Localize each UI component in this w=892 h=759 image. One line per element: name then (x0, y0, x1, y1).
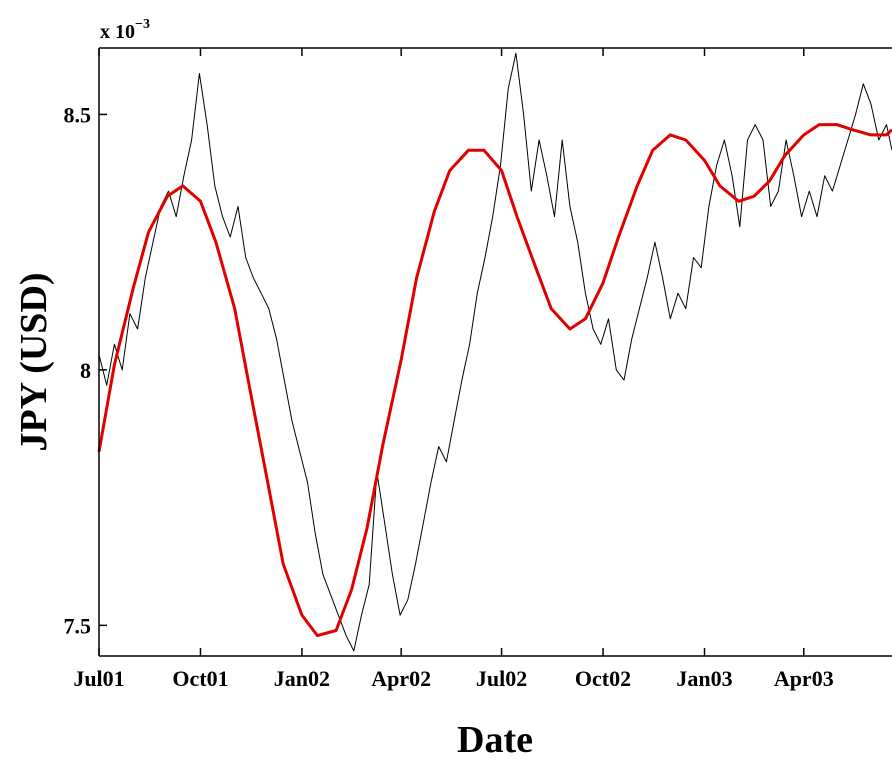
y-tick-label: 8 (80, 358, 91, 383)
x-tick-label: Apr03 (774, 666, 834, 691)
y-exponent-power: −3 (135, 17, 150, 32)
plot-area (99, 48, 892, 656)
x-tick-label: Oct01 (172, 666, 228, 691)
series-layer (97, 52, 892, 652)
y-exponent-base: x 10 (100, 21, 135, 43)
axes-layer (98, 47, 892, 657)
y-tick-label: 7.5 (64, 613, 92, 638)
x-tick-label: Jul01 (73, 666, 124, 691)
x-tick-label: Jul02 (476, 666, 527, 691)
fit-curve-line (97, 123, 892, 638)
x-tick-layer: Jul01 Oct01 Jan02 Apr02 Jul02 Oct02 Jan03 Apr03 (73, 48, 834, 691)
y-tick-layer: 7.5 8 8.5 (64, 102, 107, 638)
x-tick-label: Oct02 (575, 666, 631, 691)
y-axis-label: JPY (USD) (13, 272, 55, 451)
price-series-line (98, 52, 892, 652)
x-tick-label: Jan02 (274, 666, 330, 691)
x-tick-label: Jan03 (676, 666, 732, 691)
y-exponent-label: x 10−3 (100, 17, 150, 43)
x-tick-label: Apr02 (371, 666, 431, 691)
y-tick-label: 8.5 (64, 102, 92, 127)
x-axis-label: Date (457, 719, 533, 759)
